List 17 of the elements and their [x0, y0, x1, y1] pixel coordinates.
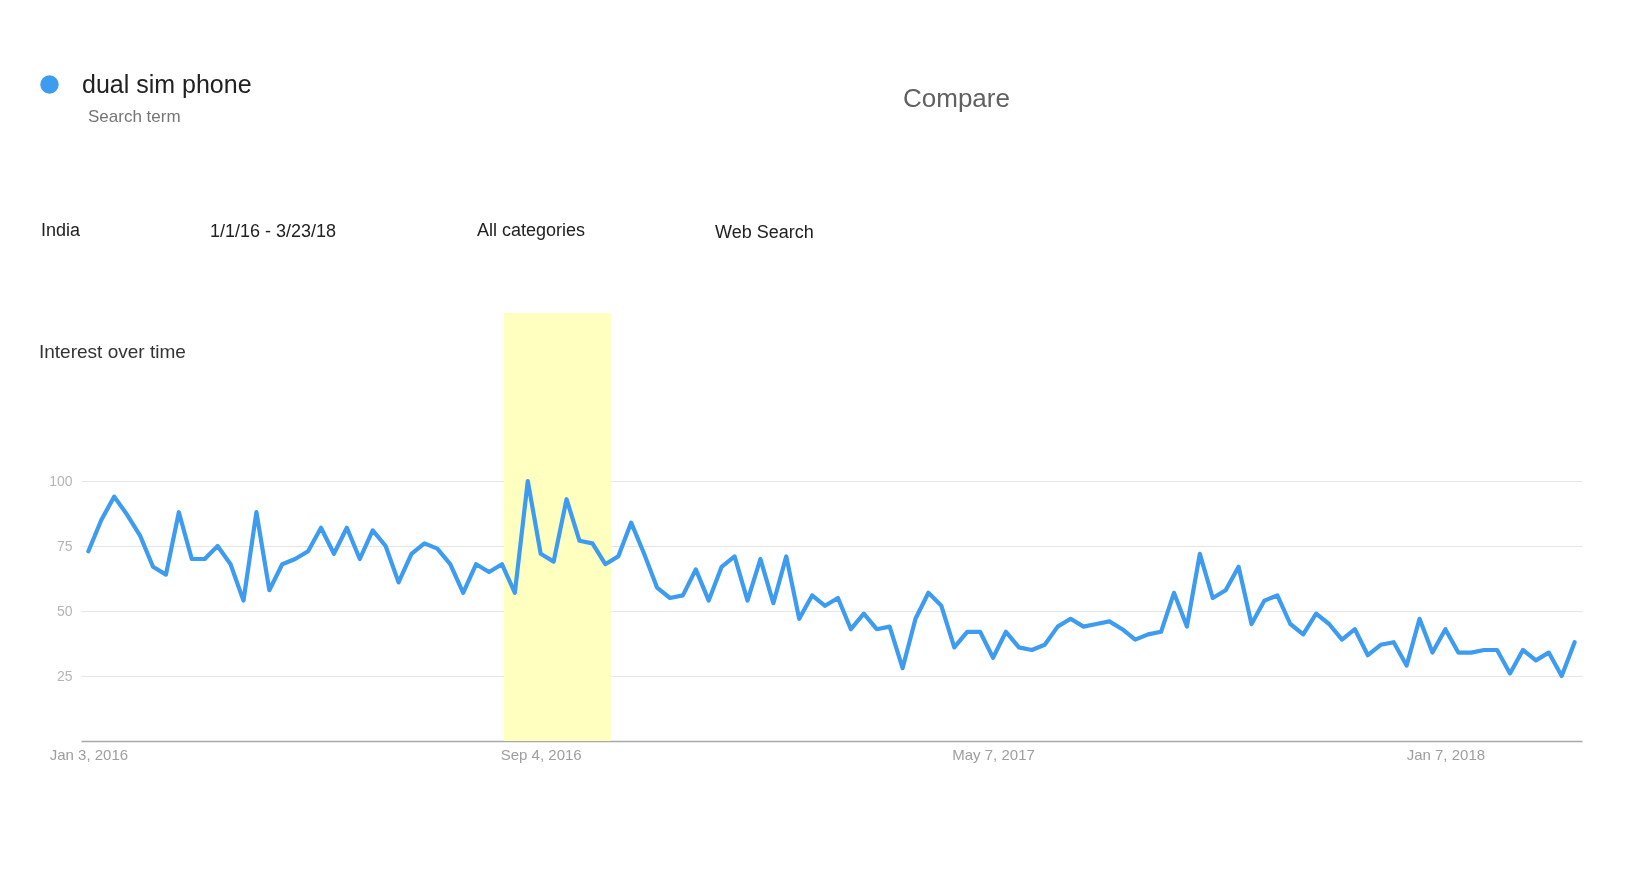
text: 1/1/16 - 3/23/18 [210, 221, 337, 241]
x-tick-label: Sep 4, 2016 [500, 745, 582, 763]
text: Web Search [715, 222, 814, 242]
x-tick-label: May 7, 2017 [952, 745, 1035, 763]
x-tick-label: Jan 7, 2018 [1406, 745, 1486, 763]
text: India [41, 220, 82, 240]
text: Search term [88, 107, 181, 126]
text: All categories [477, 220, 586, 240]
chart-title: Interest over time [39, 341, 186, 362]
text: Compare [903, 83, 1010, 113]
legend-label: dual sim phone [82, 69, 252, 98]
y-tick-label: 75 [56, 537, 73, 554]
x-tick-label: Jan 3, 2016 [49, 745, 129, 763]
y-tick-label: 50 [56, 602, 73, 619]
y-tick-label: 100 [49, 472, 73, 489]
line-series [86, 478, 1577, 679]
y-tick-label: 25 [56, 667, 73, 684]
